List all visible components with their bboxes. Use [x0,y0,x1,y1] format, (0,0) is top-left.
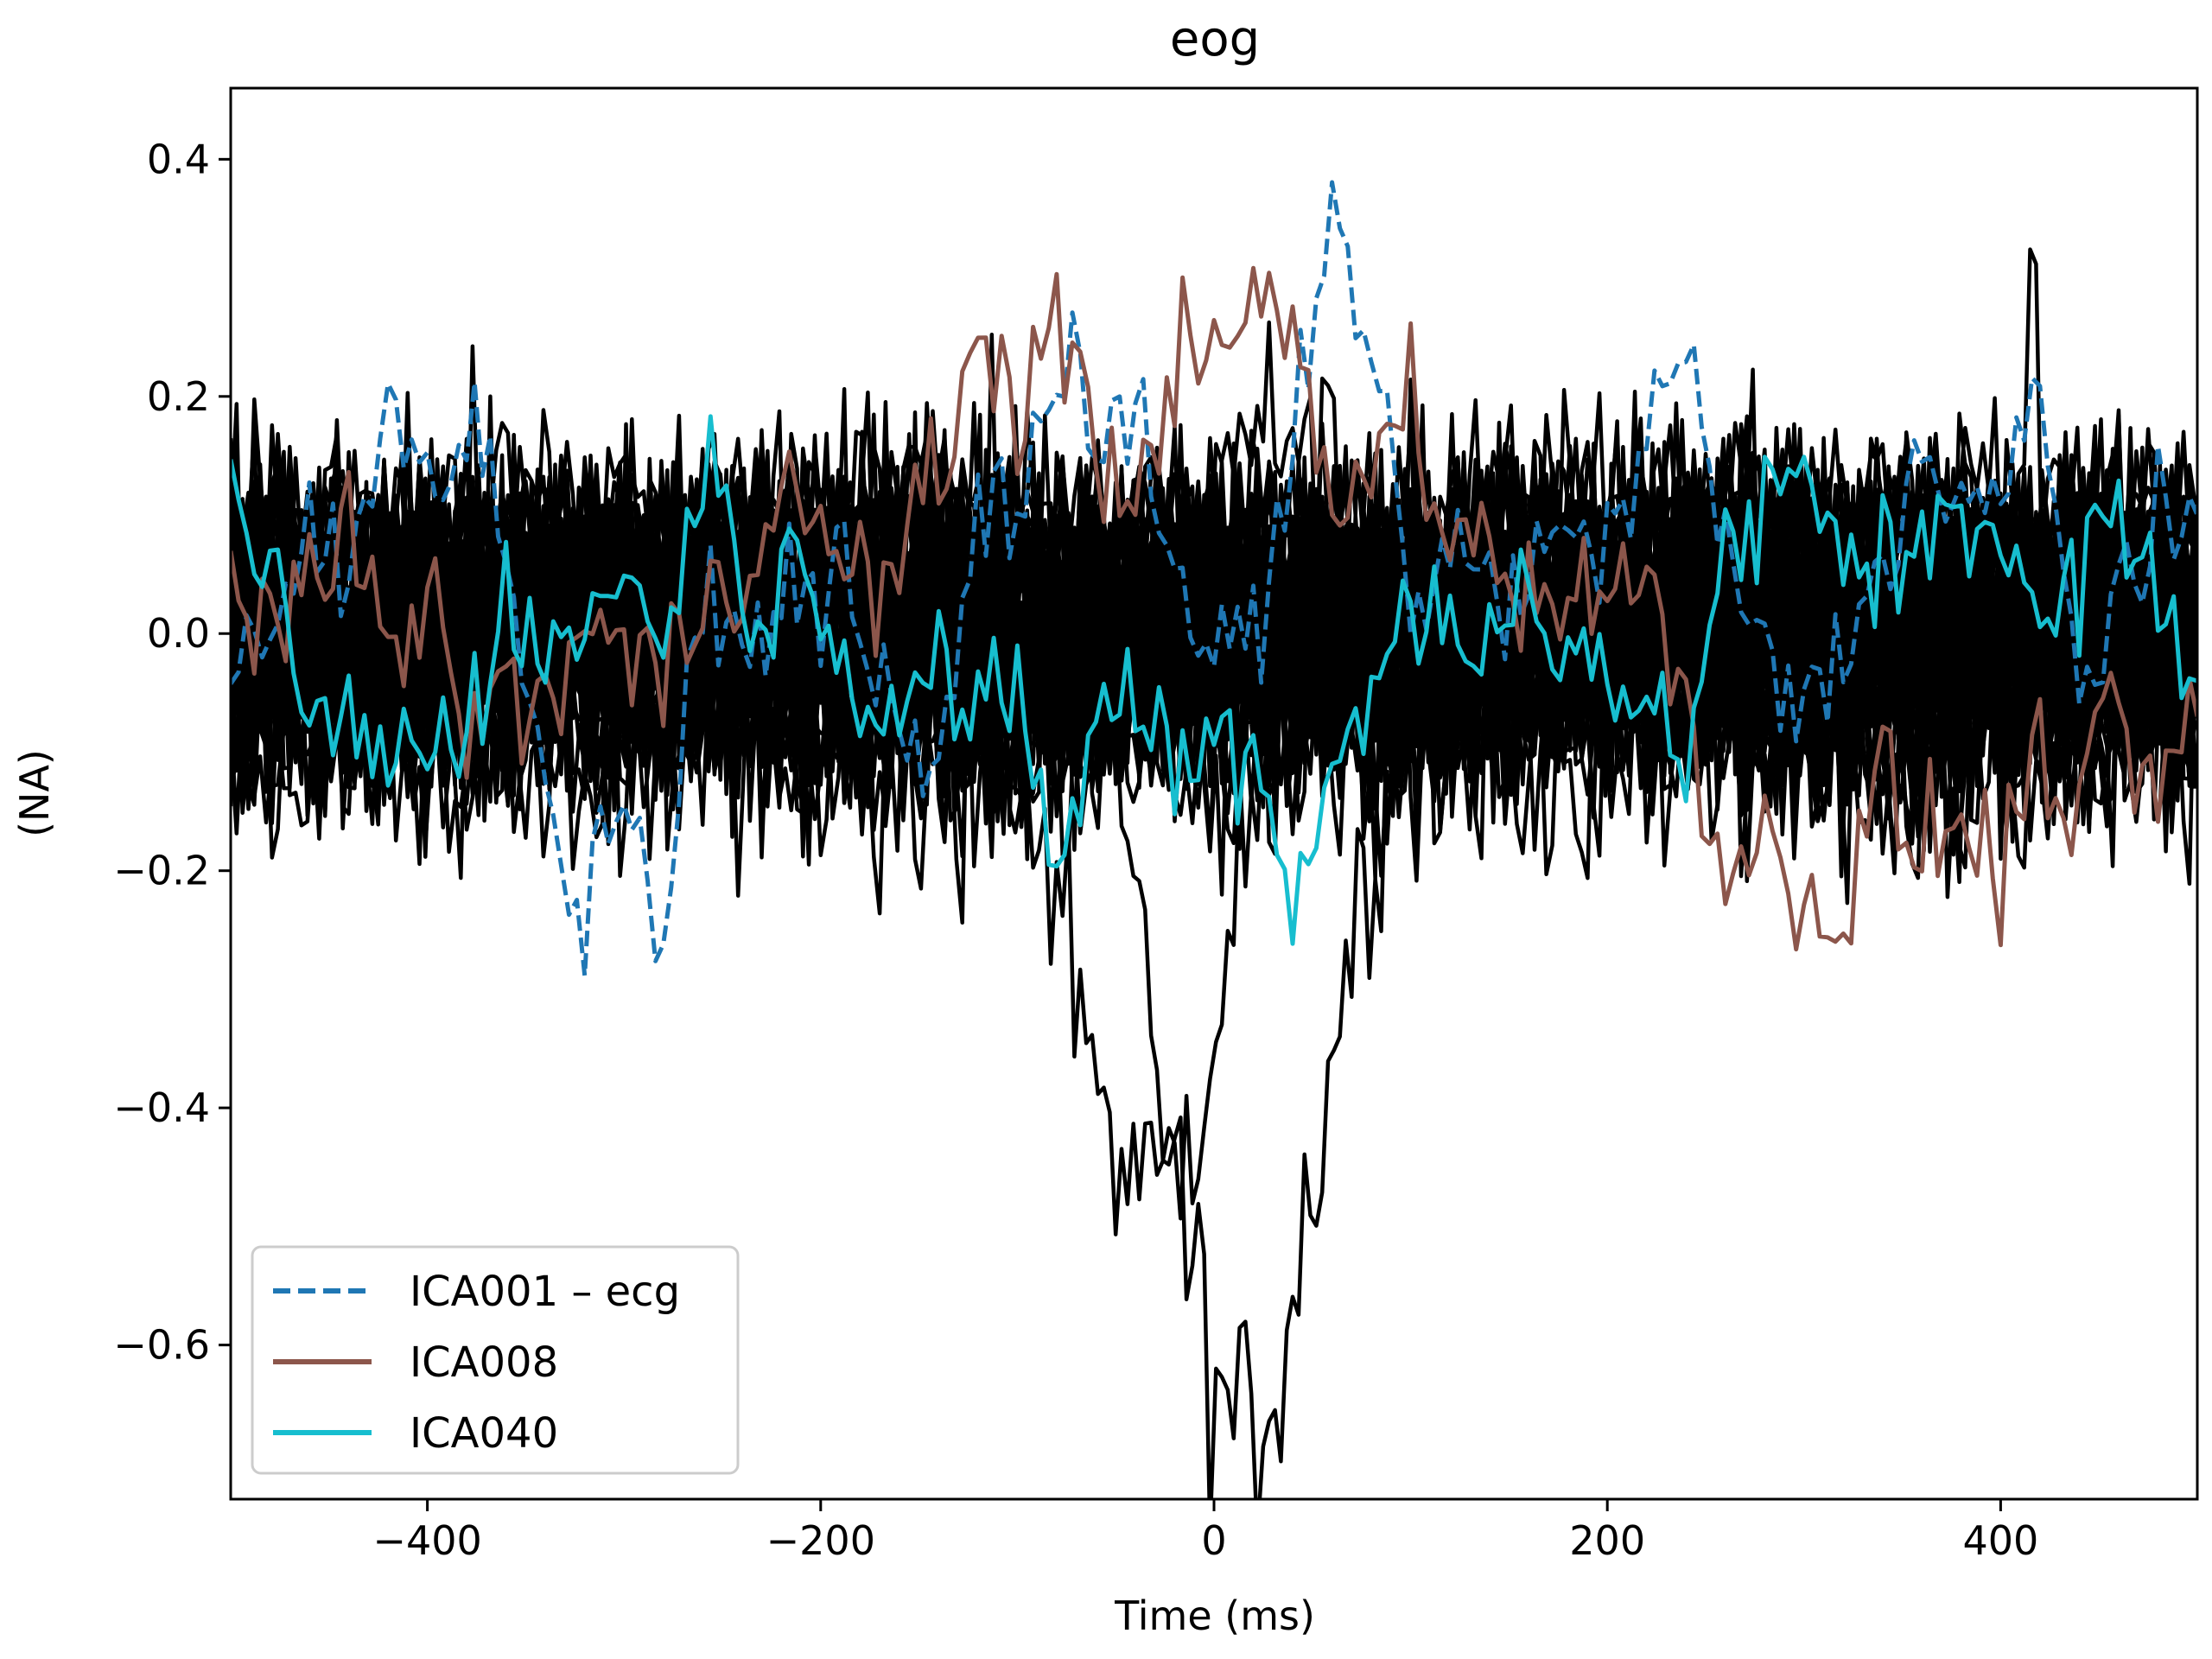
series-line-ica040 [231,414,2197,946]
y-axis-label: (NA) [11,749,58,837]
x-tick-label: −200 [766,1517,875,1564]
background-trace [231,427,2197,785]
y-tick-label: −0.2 [113,848,210,894]
legend: ICA001 – ecg ICA008 ICA040 [251,1245,740,1475]
background-trace [231,465,2197,897]
named-series-group [231,180,2197,978]
legend-label: ICA040 [410,1409,558,1458]
y-axis: 0.4 0.2 0.0 −0.2 −0.4 −0.6 [113,136,231,1369]
y-tick-label: −0.4 [113,1084,210,1131]
x-axis-label: Time (ms) [1114,1592,1315,1639]
y-tick-label: 0.2 [147,373,210,420]
legend-box [251,1245,740,1475]
series-line-ica008 [231,265,2197,952]
legend-label: ICA001 – ecg [410,1268,680,1316]
x-tick-label: −400 [372,1517,481,1564]
x-tick-label: 400 [1962,1517,2038,1564]
x-axis: −400 −200 0 200 400 [372,1499,2038,1564]
x-tick-label: 200 [1569,1517,1645,1564]
background-trace [231,499,2197,815]
chart-title: eog [1170,11,1260,67]
y-tick-label: 0.0 [147,610,210,657]
legend-label: ICA008 [410,1338,558,1387]
y-tick-label: −0.6 [113,1322,210,1369]
x-tick-label: 0 [1201,1517,1226,1564]
y-tick-label: 0.4 [147,136,210,182]
